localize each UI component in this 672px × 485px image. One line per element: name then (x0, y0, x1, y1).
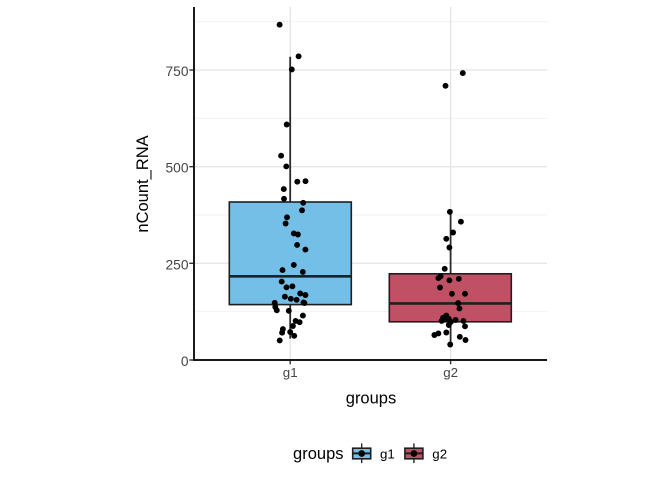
svg-text:500: 500 (165, 161, 188, 176)
svg-text:groups: groups (293, 445, 343, 463)
svg-text:250: 250 (165, 257, 188, 272)
svg-text:nCount_RNA: nCount_RNA (134, 135, 152, 232)
svg-text:g2: g2 (443, 365, 458, 380)
svg-text:g2: g2 (432, 446, 447, 461)
svg-text:g1: g1 (380, 446, 395, 461)
svg-text:750: 750 (165, 64, 188, 79)
svg-text:g1: g1 (283, 365, 298, 380)
svg-text:0: 0 (181, 354, 189, 369)
svg-text:groups: groups (346, 390, 396, 408)
